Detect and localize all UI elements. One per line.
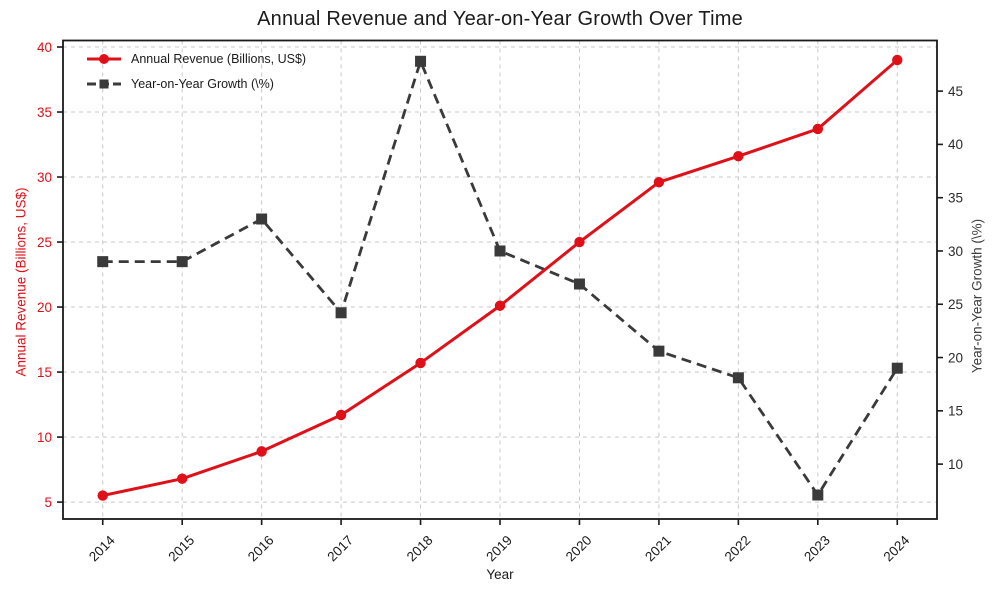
legend-label-revenue: Annual Revenue (Billions, US$) [131,52,307,66]
revenue-marker [494,300,506,311]
growth-marker [891,362,903,374]
growth-marker [812,489,824,501]
revenue-marker [812,123,824,135]
y-right-tick-label: 20 [948,350,963,365]
revenue-marker [574,236,585,248]
revenue-line [102,58,899,498]
revenue-marker [653,177,665,188]
growth-marker [653,345,665,357]
x-tick-label: 2015 [165,533,197,565]
legend: Annual Revenue (Billions, US$) Year-on-Y… [86,49,306,94]
revenue-marker [733,151,744,162]
legend-item-growth: Year-on-Year Growth (\%) [86,74,306,94]
growth-legend-swatch-icon [87,79,121,89]
x-tick-label: 2023 [801,533,833,565]
y-left-tick-label: 30 [37,170,52,185]
right-axis-label: Year-on-Year Growth (\%) [969,218,985,374]
x-tick-label: 2016 [245,533,277,565]
y-left-tick-label: 40 [37,40,52,55]
y-right-tick-label: 25 [948,297,963,312]
y-left-tick-label: 20 [37,300,52,315]
growth-marker [415,55,427,67]
revenue-marker [892,54,903,66]
growth-marker [573,278,585,290]
x-tick-label: 2019 [483,533,515,565]
growth-line [102,59,899,497]
x-tick-label: 2022 [722,533,754,565]
revenue-marker [97,490,108,501]
growth-marker [97,256,109,268]
x-axis-label: Year [486,567,514,582]
y-left-tick-label: 35 [37,105,52,120]
y-right-tick-label: 30 [948,244,963,259]
x-tick-label: 2020 [563,533,595,565]
legend-item-revenue: Annual Revenue (Billions, US$) [86,49,306,69]
x-tick-label: 2018 [404,533,436,565]
growth-marker [176,256,188,268]
legend-label-growth: Year-on-Year Growth (\%) [131,77,274,91]
x-tick-label: 2021 [642,533,674,565]
revenue-legend-swatch-icon [87,54,121,64]
x-tick-label: 2024 [881,532,913,564]
revenue-marker [256,446,267,457]
y-left-tick-label: 15 [37,365,52,380]
x-tick-label: 2017 [324,533,356,565]
y-left-tick-label: 5 [44,495,52,510]
growth-marker [256,213,268,225]
chart-title: Annual Revenue and Year-on-Year Growth O… [257,8,743,30]
growth-marker [732,372,744,384]
x-tick-label: 2014 [86,532,118,564]
revenue-marker [335,409,347,421]
growth-marker [494,245,506,257]
y-right-tick-label: 10 [948,457,963,472]
growth-marker [335,307,347,319]
left-axis-label: Annual Revenue (Billions, US$) [13,187,29,377]
revenue-marker [415,357,426,369]
y-right-tick-label: 15 [948,404,963,419]
y-right-tick-label: 40 [948,137,963,152]
y-right-tick-label: 45 [948,84,963,99]
revenue-marker [176,473,188,484]
y-left-tick-label: 25 [37,235,52,250]
y-right-tick-label: 35 [948,190,963,205]
y-left-tick-label: 10 [37,430,52,445]
